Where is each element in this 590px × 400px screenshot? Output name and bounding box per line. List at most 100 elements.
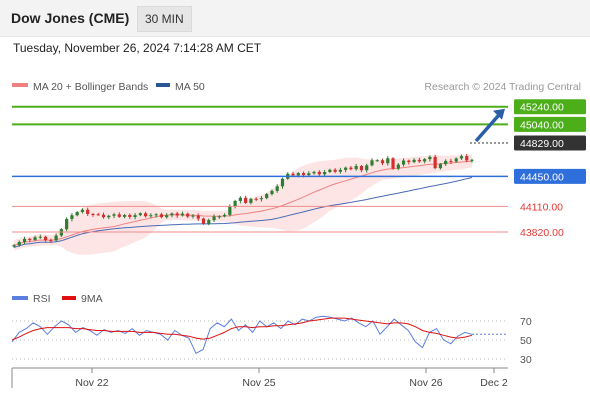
candle (144, 211, 148, 218)
candle (317, 170, 321, 177)
candle (375, 159, 379, 162)
candle (70, 213, 74, 222)
instrument-title: Dow Jones (CME) (11, 10, 130, 26)
candle-body (370, 160, 374, 166)
candle-body (465, 156, 469, 161)
candle (12, 244, 16, 248)
rsi-legend-label: RSI (33, 293, 51, 305)
ma9-legend-label: 9MA (81, 293, 103, 305)
candle-body (149, 215, 153, 217)
candle-body (138, 213, 142, 216)
candle-body (322, 172, 327, 175)
candle-body (22, 238, 27, 243)
chart-header: Dow Jones (CME) 30 MIN (0, 0, 590, 37)
candle-body (175, 213, 179, 216)
interval-selector[interactable]: 30 MIN (137, 6, 192, 32)
candle (370, 158, 374, 167)
candle-body (101, 214, 106, 218)
candle-body (228, 206, 232, 215)
candle-body (54, 235, 58, 241)
candle (212, 214, 216, 223)
candle-body (133, 215, 137, 218)
ma20-legend-label: MA 20 + Bollinger Bands (33, 81, 148, 93)
level-label: 44110.00 (520, 201, 563, 213)
level-label: 45040.00 (520, 119, 564, 131)
candle-body (338, 169, 342, 172)
level-label: 44450.00 (520, 171, 564, 183)
candle-body (159, 214, 164, 218)
candle-body (244, 197, 248, 203)
candle (365, 163, 369, 173)
candle (322, 169, 327, 177)
candle (249, 197, 253, 205)
candle (28, 237, 32, 243)
candle (80, 208, 85, 214)
candle-body (238, 197, 242, 201)
candle (107, 214, 111, 220)
candle (128, 213, 132, 219)
candle-body (222, 214, 227, 217)
ma20-line (13, 160, 473, 246)
candle (86, 207, 90, 216)
candle (459, 154, 464, 160)
candle (244, 195, 248, 204)
candle-body (165, 215, 169, 218)
candle-body (359, 166, 364, 171)
candle-body (454, 158, 458, 162)
candle-body (344, 167, 348, 170)
candle-body (317, 171, 321, 175)
candle (43, 235, 48, 243)
candle-body (75, 212, 79, 216)
ma9-legend-swatch (62, 296, 76, 300)
candle (359, 164, 364, 173)
candle-body (396, 164, 400, 169)
candle-body (112, 214, 116, 216)
candle (407, 159, 411, 165)
candle (122, 213, 127, 219)
forecast-arrow-head (493, 108, 505, 120)
candle-body (117, 214, 121, 217)
rsi-legend-swatch (12, 296, 28, 300)
candle-body (212, 216, 216, 221)
candle-body (470, 159, 474, 161)
candle (391, 157, 395, 170)
level-tag-resistance (514, 116, 586, 132)
candle (344, 166, 348, 173)
candle (275, 184, 279, 193)
candle (117, 212, 121, 218)
candle-body (459, 156, 464, 159)
candle-body (380, 160, 385, 164)
ma20-legend-swatch (12, 83, 28, 87)
candle (470, 158, 474, 163)
candle (201, 217, 206, 225)
candle-body (12, 245, 16, 247)
candle-body (49, 240, 53, 242)
candle (280, 177, 285, 189)
credit-text: Research © 2024 Trading Central (424, 81, 581, 93)
candle (17, 240, 21, 247)
candle (338, 167, 342, 174)
level-tag-resistance (514, 99, 586, 115)
candle-body (17, 242, 21, 246)
candle-body (270, 190, 274, 195)
timestamp: Tuesday, November 26, 2024 7:14:28 AM CE… (13, 41, 262, 55)
candle (154, 213, 158, 218)
candle (38, 234, 42, 239)
candle-body (428, 156, 432, 160)
candle (233, 199, 237, 209)
level-tag-pivot (514, 168, 586, 184)
candle-body (417, 159, 421, 162)
candle-body (233, 200, 237, 207)
rsi-ma9-line (11, 317, 473, 341)
candle-body (375, 160, 379, 162)
rsi-tick-label: 70 (520, 316, 532, 328)
candle-body (154, 214, 158, 216)
candle (333, 168, 337, 174)
candle-body (444, 160, 448, 165)
x-tick-label: Nov 26 (409, 377, 442, 389)
candle-body (365, 165, 369, 171)
candle (101, 212, 106, 219)
candle-body (170, 213, 174, 216)
x-tick-label: Nov 25 (242, 377, 275, 389)
